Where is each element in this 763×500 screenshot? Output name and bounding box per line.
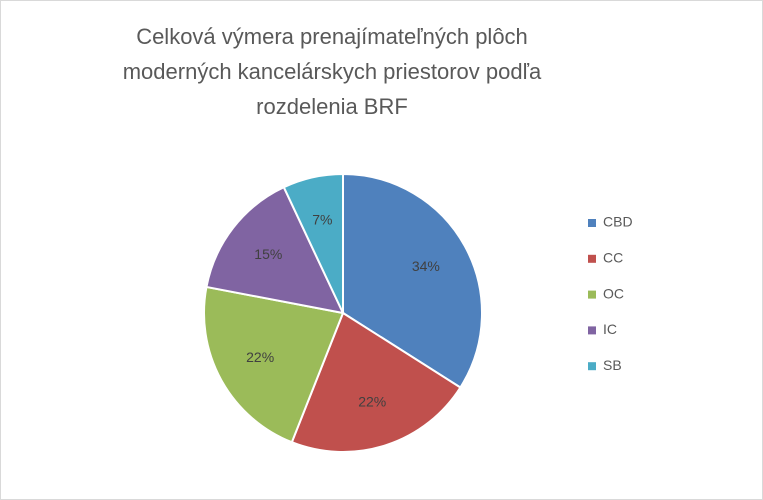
legend-swatch xyxy=(588,290,596,299)
legend-swatch xyxy=(588,219,596,227)
legend-label: CC xyxy=(603,250,623,266)
chart-title: Celková výmera prenajímateľných plôch mo… xyxy=(122,24,542,119)
pie-slice xyxy=(203,285,345,444)
data-label: 7% xyxy=(312,211,332,227)
legend-swatch xyxy=(588,326,596,335)
legend-swatch xyxy=(588,254,596,263)
data-label: 22% xyxy=(358,394,386,410)
legend-label: SB xyxy=(603,357,622,373)
pie-slice xyxy=(205,185,345,315)
legend-label: OC xyxy=(603,285,624,301)
legend-swatch xyxy=(588,362,596,371)
pie-slice xyxy=(290,311,462,453)
data-label: 15% xyxy=(254,246,282,262)
legend-label: CBD xyxy=(603,214,633,230)
legend-label: IC xyxy=(603,321,617,337)
pie-slice xyxy=(282,172,344,314)
data-label: 22% xyxy=(246,349,274,365)
data-label: 34% xyxy=(412,258,440,274)
